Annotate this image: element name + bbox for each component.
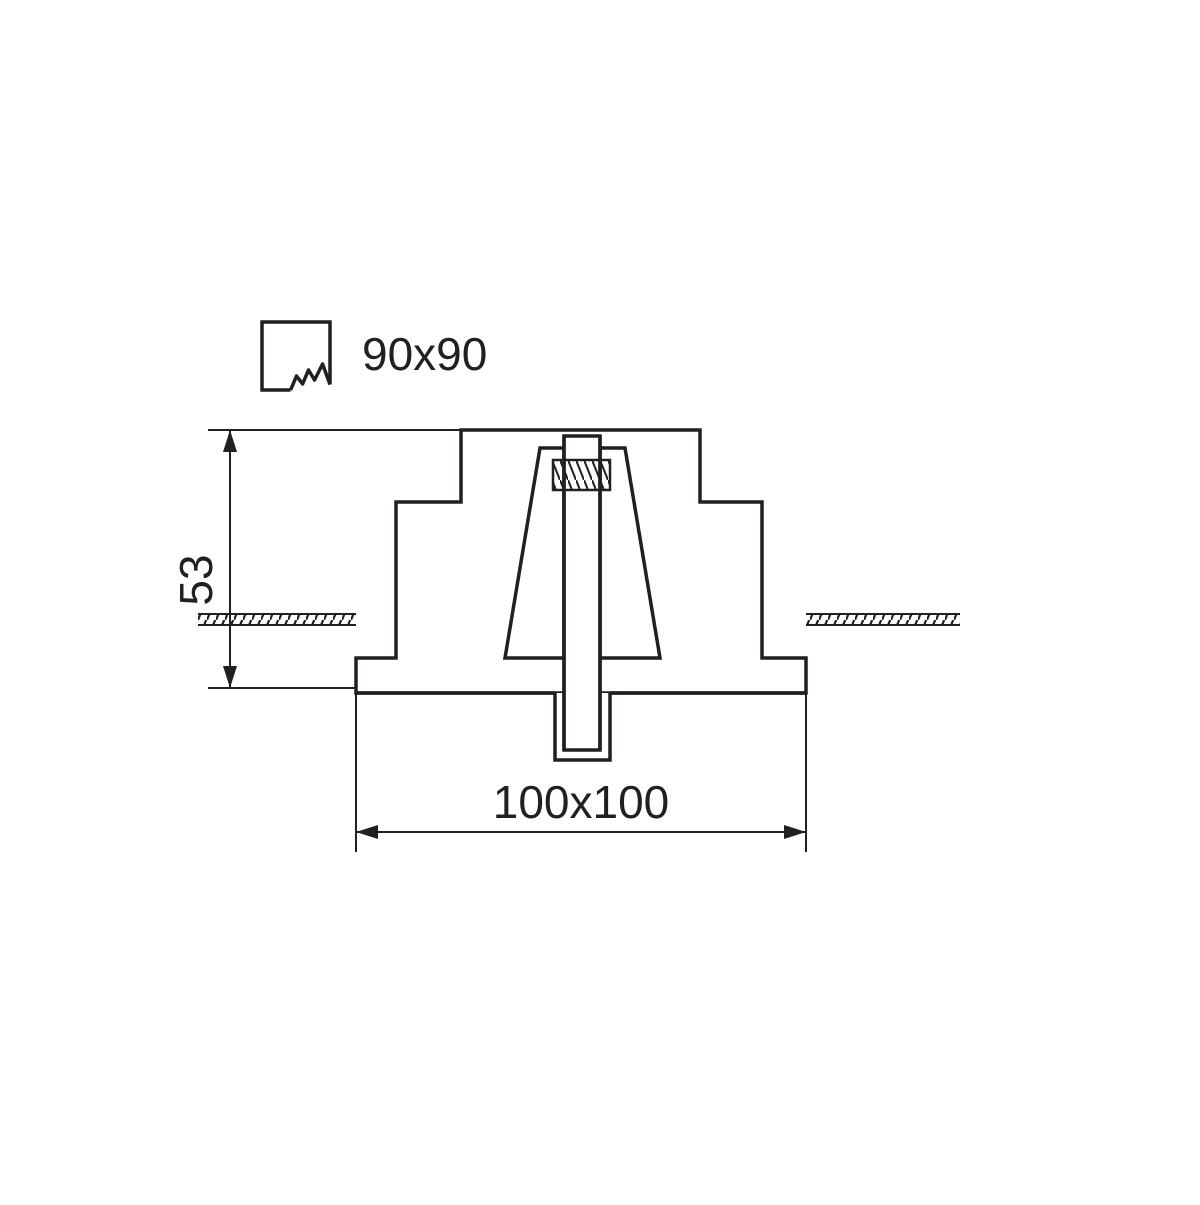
panel-right bbox=[806, 614, 960, 625]
cutout-label: 90x90 bbox=[362, 328, 487, 380]
dim-width-label: 100x100 bbox=[493, 776, 670, 828]
cutout-icon-tear bbox=[291, 364, 330, 390]
dim-height-label: 53 bbox=[170, 554, 222, 605]
technical-drawing: 90x90 53 100x100 bbox=[0, 0, 1200, 1200]
panel-left bbox=[198, 614, 356, 625]
